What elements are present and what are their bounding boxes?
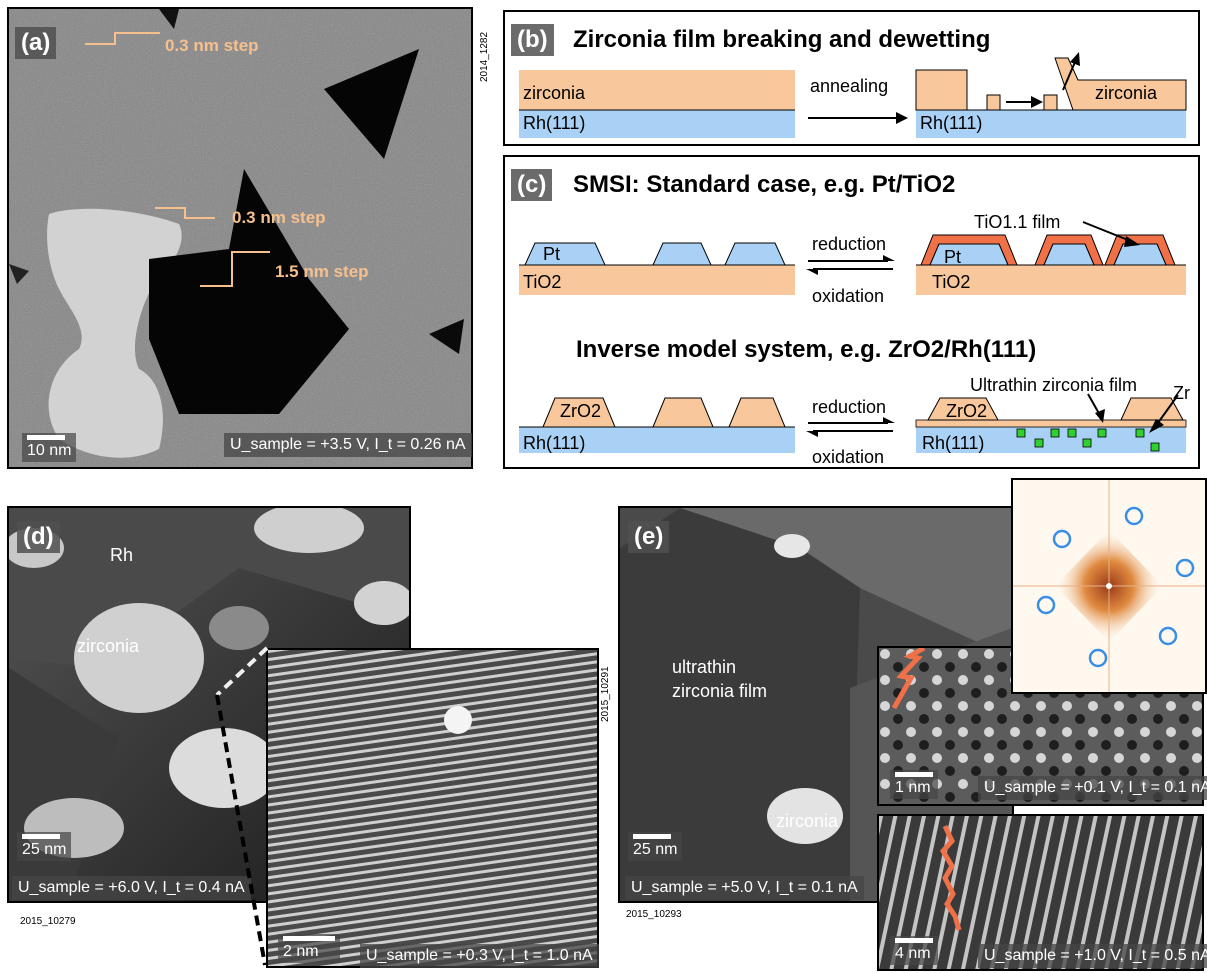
panel-c-tag: (c) [511,169,553,201]
c-pt-left: Pt [543,244,561,264]
c-zro2-left: ZrO2 [560,401,602,421]
panel-d-code: 2015_10279 [20,916,76,927]
fft-spot-circles [1036,506,1195,668]
panel-a-scale-bar: 10 nm [22,433,77,462]
panel-e-scale-bar: 25 nm [628,832,683,861]
step-label-2: 0.3 nm step [232,208,326,227]
panel-c-title-1: SMSI: Standard case, e.g. Pt/TiO2 [573,171,956,198]
scale-bar-line [27,435,65,440]
b-left-rh: Rh(111) [523,113,586,133]
panel-c-box [503,155,1200,469]
panel-a-step-markers [85,32,270,287]
panel-a-stm-image [7,7,473,469]
fft-pattern [1013,480,1205,692]
panel-e-code-bottom: 2015_10293 [626,909,682,920]
panel-d-conditions: U_sample = +6.0 V, I_t = 0.4 nA [12,876,251,900]
panel-e-inset-2-lattice [879,816,1202,969]
c-tio2-right: TiO2 [932,272,971,292]
c-pt-right: Pt [944,247,962,267]
panel-b-schematic [519,52,1187,138]
panel-a-code: 2014_1282 [479,31,490,82]
panel-d-inset-lattice [268,650,597,966]
inset-connector-lines [215,646,269,966]
panel-e-inset-2-scale-bar: 4 nm [890,936,938,965]
c-oxidation-2: oxidation [812,447,885,467]
panel-a-topography [9,9,471,467]
step-label-3: 1.5 nm step [275,262,369,281]
panel-d-scale-bar: 25 nm [17,832,72,861]
c-zro2-right: ZrO2 [946,401,988,421]
panel-e-conditions: U_sample = +5.0 V, I_t = 0.1 nA [625,876,864,900]
panel-d-inset-scale-bar: 2 nm [278,934,340,963]
panel-e-tag: (e) [628,521,670,553]
d-zirconia-label: zirconia [77,636,140,656]
c-rh-left: Rh(111) [523,433,586,453]
panel-d-inset-conditions: U_sample = +0.3 V, I_t = 1.0 nA [360,944,599,968]
panel-c-title-2: Inverse model system, e.g. ZrO2/Rh(111) [576,336,1037,363]
b-right-zirconia: zirconia [1095,83,1158,103]
panel-d-stm-image [7,506,411,903]
c-tio2-left: TiO2 [523,272,562,292]
d-rh-label: Rh [110,545,134,565]
panel-b-title: Zirconia film breaking and dewetting [573,26,991,53]
panel-e-inset-1-conditions: U_sample = +0.1 V, I_t = 0.1 nA [978,776,1207,800]
panel-b-tag: (b) [511,24,554,56]
e-film-label-2: zirconia film [672,681,768,701]
c-reduction-1: reduction [812,234,887,254]
b-annealing: annealing [810,76,889,96]
c-film-label: TiO1.1 film [974,212,1061,232]
panel-a-conditions: U_sample = +3.5 V, I_t = 0.26 nA [224,433,472,457]
e-zirconia-label: zirconia [776,811,839,831]
c-rh-right: Rh(111) [922,433,985,453]
panel-d-inset-image [266,648,599,968]
c-ultrathin-label: Ultrathin zirconia film [970,375,1138,395]
e-film-label-1: ultrathin [672,657,737,677]
panel-e-inset-2-conditions: U_sample = +1.0 V, I_t = 0.5 nA [978,944,1207,968]
b-left-zirconia: zirconia [523,83,586,103]
panel-a-tag: (a) [15,27,57,59]
step-label-1: 0.3 nm step [165,36,259,55]
b-right-rh: Rh(111) [920,113,983,133]
c-oxidation-1: oxidation [812,286,885,306]
panel-e-inset-1-scale-bar: 1 nm [890,770,938,799]
c-reduction-2: reduction [812,397,887,417]
c-zr-label: Zr [1173,383,1190,403]
panel-c-schematics [519,221,1187,453]
panel-e-code-side: 2015_10291 [600,666,611,722]
panel-e-fft-inset [1011,478,1207,694]
panel-b-box [503,10,1200,146]
panel-d-tag: (d) [17,521,60,553]
